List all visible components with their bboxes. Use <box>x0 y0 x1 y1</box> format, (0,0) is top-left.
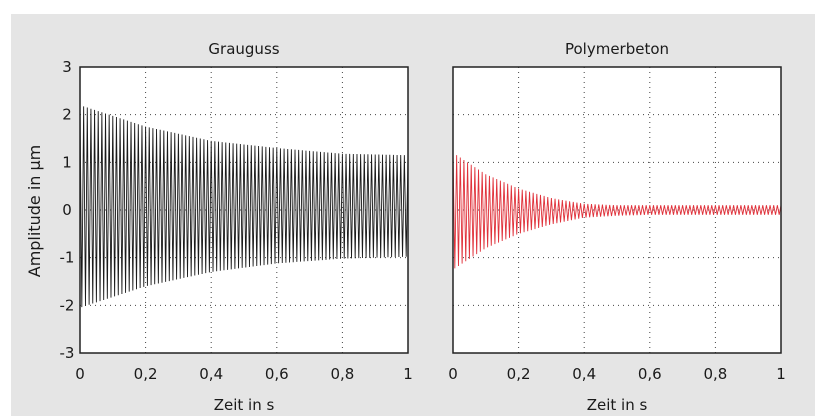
chart-panel-1: Grauguss 0 0,2 0,4 0,6 0,8 1 Zeit in s 3 2 1 0 -1 -2 -… <box>60 40 413 414</box>
plot-frame <box>452 66 782 354</box>
x-tick-label: 0,2 <box>507 365 531 383</box>
x-tick-label: 0 <box>75 365 85 383</box>
chart-title: Grauguss <box>208 40 279 58</box>
x-tick-label: 0,6 <box>638 365 662 383</box>
x-axis-label: Zeit in s <box>587 396 648 414</box>
chart-panel-2: Polymerbeton 0 0,2 0,4 0,6 0,8 1 Zeit in s <box>448 40 786 414</box>
x-tick-label: 0,4 <box>199 365 223 383</box>
y-tick-label: -2 <box>60 296 75 314</box>
y-tick-label: -3 <box>60 344 75 362</box>
x-tick-label: 0,2 <box>134 365 158 383</box>
y-tick-label: 1 <box>62 153 72 171</box>
y-tick-label: 3 <box>62 58 72 76</box>
x-tick-label: 1 <box>403 365 413 383</box>
plot-area <box>80 67 408 353</box>
y-tick-label: -1 <box>60 249 75 267</box>
chart-title: Polymerbeton <box>565 40 669 58</box>
x-tick-label: 1 <box>776 365 786 383</box>
x-axis-label: Zeit in s <box>214 396 275 414</box>
y-tick-label: 0 <box>62 201 72 219</box>
plot-frame <box>79 66 409 354</box>
y-tick-label: 2 <box>62 106 72 124</box>
plot-area <box>453 67 781 353</box>
chart-panels: Grauguss 0 0,2 0,4 0,6 0,8 1 Zeit in s 3 2 1 0 -1 -2 -… <box>60 40 786 414</box>
x-tick-label: 0 <box>448 365 458 383</box>
series-line-1 <box>452 152 782 269</box>
x-tick-label: 0,8 <box>703 365 727 383</box>
x-tick-label: 0,8 <box>330 365 354 383</box>
series-line-1 <box>79 105 409 308</box>
x-tick-label: 0,6 <box>265 365 289 383</box>
shared-y-axis-label: Amplitude in µm <box>25 145 44 278</box>
x-tick-label: 0,4 <box>572 365 596 383</box>
